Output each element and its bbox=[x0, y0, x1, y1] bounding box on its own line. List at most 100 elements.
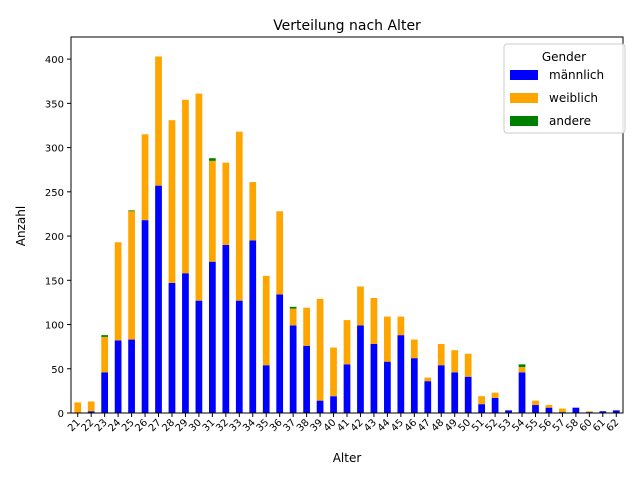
bar-48-0 bbox=[437, 365, 445, 413]
bar-36-1 bbox=[276, 211, 284, 295]
legend-swatch-1 bbox=[510, 93, 538, 103]
bar-62-0 bbox=[612, 410, 620, 413]
bar-54-0 bbox=[518, 372, 526, 413]
bar-23-0 bbox=[101, 372, 109, 413]
bar-29-0 bbox=[182, 273, 189, 413]
bar-23-1 bbox=[101, 336, 109, 373]
bar-61-0 bbox=[599, 411, 607, 413]
bar-55-0 bbox=[532, 405, 539, 413]
bar-56-0 bbox=[545, 407, 553, 413]
bar-24-0 bbox=[114, 340, 122, 413]
bar-47-1 bbox=[424, 377, 432, 382]
bar-52-1 bbox=[491, 392, 499, 398]
chart-title: Verteilung nach Alter bbox=[273, 18, 421, 34]
bar-55-1 bbox=[532, 400, 539, 406]
bar-30-1 bbox=[195, 93, 203, 301]
bar-45-1 bbox=[397, 316, 405, 336]
bar-27-0 bbox=[155, 185, 162, 413]
bar-31-1 bbox=[209, 160, 216, 262]
bar-30-0 bbox=[195, 300, 203, 413]
bar-35-0 bbox=[262, 365, 270, 413]
bar-41-0 bbox=[343, 364, 351, 413]
legend-title: Gender bbox=[542, 50, 586, 64]
bar-53-0 bbox=[505, 410, 512, 413]
bar-32-0 bbox=[222, 244, 230, 413]
y-tick-label: 300 bbox=[45, 144, 64, 155]
bar-39-1 bbox=[316, 298, 324, 401]
bar-38-1 bbox=[303, 307, 310, 346]
y-tick-label: 200 bbox=[45, 232, 64, 243]
bar-42-1 bbox=[357, 286, 364, 326]
bar-37-1 bbox=[289, 308, 297, 326]
bar-46-1 bbox=[410, 339, 418, 359]
bar-36-0 bbox=[276, 294, 284, 413]
y-tick-label: 100 bbox=[45, 321, 64, 332]
bar-34-0 bbox=[249, 240, 257, 413]
bar-25-2 bbox=[128, 210, 135, 212]
bar-34-1 bbox=[249, 182, 257, 241]
y-tick-label: 250 bbox=[45, 188, 64, 199]
bar-46-0 bbox=[410, 358, 418, 413]
bar-39-0 bbox=[316, 400, 324, 413]
bar-37-2 bbox=[289, 306, 297, 309]
bar-57-1 bbox=[559, 408, 566, 413]
bar-50-0 bbox=[464, 376, 472, 413]
legend-swatch-2 bbox=[510, 116, 538, 126]
bar-31-2 bbox=[209, 158, 216, 161]
bar-32-1 bbox=[222, 162, 230, 245]
bar-31-0 bbox=[209, 261, 216, 413]
bar-49-0 bbox=[451, 372, 459, 413]
legend-label-2: andere bbox=[549, 114, 591, 128]
bar-54-1 bbox=[518, 366, 526, 373]
bar-60-1 bbox=[585, 411, 593, 413]
y-axis-label: Anzahl bbox=[14, 206, 28, 246]
y-tick-label: 0 bbox=[58, 409, 64, 420]
y-tick-label: 350 bbox=[45, 99, 64, 110]
bar-44-0 bbox=[384, 361, 391, 413]
bar-33-0 bbox=[235, 300, 243, 413]
bar-51-0 bbox=[478, 404, 485, 413]
bar-43-1 bbox=[370, 297, 378, 344]
x-axis-label: Alter bbox=[333, 451, 362, 465]
bar-43-0 bbox=[370, 343, 378, 413]
bar-41-1 bbox=[343, 320, 351, 365]
legend-box bbox=[503, 43, 626, 134]
bar-35-1 bbox=[262, 275, 270, 366]
bar-29-1 bbox=[182, 99, 189, 274]
bar-27-1 bbox=[155, 56, 162, 186]
bar-40-0 bbox=[330, 396, 337, 413]
x-tick-label: 62 bbox=[605, 417, 622, 434]
bar-44-1 bbox=[384, 316, 391, 362]
legend: Gender männlich weiblich andere bbox=[503, 43, 626, 134]
bar-42-0 bbox=[357, 325, 364, 413]
bar-47-0 bbox=[424, 381, 432, 413]
bar-22-0 bbox=[87, 411, 95, 413]
bar-50-1 bbox=[464, 353, 472, 377]
bar-28-1 bbox=[168, 120, 176, 283]
bar-58-0 bbox=[572, 407, 580, 413]
legend-label-0: männlich bbox=[549, 68, 604, 82]
y-tick-label: 400 bbox=[45, 55, 64, 66]
bar-21-1 bbox=[74, 402, 82, 413]
bar-25-0 bbox=[128, 339, 135, 413]
bar-23-2 bbox=[101, 335, 109, 337]
bar-38-0 bbox=[303, 345, 310, 413]
bar-25-1 bbox=[128, 211, 135, 340]
bar-26-1 bbox=[141, 134, 149, 221]
y-tick-label: 50 bbox=[51, 365, 64, 376]
bar-40-1 bbox=[330, 347, 337, 397]
bar-45-0 bbox=[397, 335, 405, 413]
legend-label-1: weiblich bbox=[549, 91, 598, 105]
bar-48-1 bbox=[437, 343, 445, 366]
bar-49-1 bbox=[451, 350, 459, 373]
bar-22-1 bbox=[87, 401, 95, 412]
bar-51-1 bbox=[478, 396, 485, 405]
y-tick-label: 150 bbox=[45, 276, 64, 287]
bar-28-0 bbox=[168, 282, 176, 413]
bar-26-0 bbox=[141, 220, 149, 413]
bar-56-1 bbox=[545, 405, 553, 408]
bar-24-1 bbox=[114, 242, 122, 341]
legend-swatch-0 bbox=[510, 70, 538, 80]
bars bbox=[74, 56, 620, 413]
